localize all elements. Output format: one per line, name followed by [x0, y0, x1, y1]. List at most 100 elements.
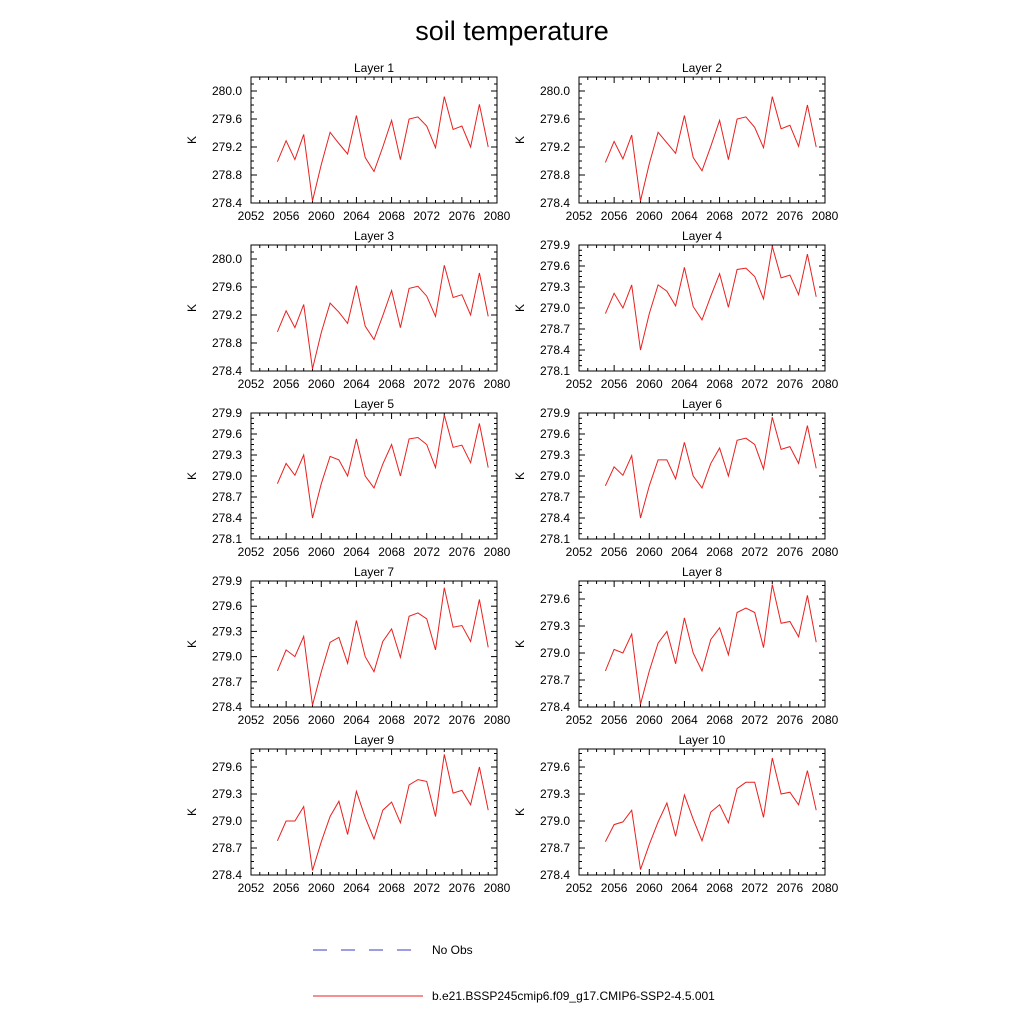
panel-title: Layer 4	[682, 229, 722, 243]
y-tick-label: 278.7	[212, 841, 242, 855]
x-tick-label: 2064	[343, 209, 370, 223]
x-tick-label: 2072	[413, 209, 440, 223]
panel-layer-10: Layer 10 K 2052 2056 2060 2064 2068 2072 2076 208…	[513, 733, 839, 895]
x-tick-label: 2052	[238, 713, 265, 727]
y-tick-label: 278.4	[212, 700, 242, 714]
y-tick-label: 279.6	[212, 599, 242, 613]
series-line-layer-8	[604, 584, 817, 705]
x-tick-label: 2060	[636, 545, 663, 559]
y-tick-label: 279.6	[540, 427, 570, 441]
x-tick-label: 2068	[706, 881, 733, 895]
y-tick-label: 278.7	[540, 673, 570, 687]
series-line-layer-5	[276, 414, 489, 519]
y-axis-label: K	[185, 472, 199, 480]
panel-title: Layer 8	[682, 565, 722, 579]
y-tick-label: 279.3	[540, 787, 570, 801]
y-tick-label: 279.6	[212, 112, 242, 126]
x-tick-label: 2060	[308, 713, 335, 727]
y-axis-label: K	[185, 640, 199, 648]
panel-title: Layer 10	[679, 733, 726, 747]
y-axis-label: K	[185, 808, 199, 816]
x-tick-label: 2076	[449, 377, 476, 391]
y-tick-label: 278.4	[212, 196, 242, 210]
y-tick-label: 279.0	[212, 814, 242, 828]
y-tick-label: 280.0	[540, 84, 570, 98]
panel-layer-3: Layer 3 K 2052 2056 2060 2064 2068 2072 2076 2080…	[185, 229, 511, 391]
x-tick-label: 2072	[741, 545, 768, 559]
y-tick-label: 280.0	[212, 252, 242, 266]
y-axis-label: K	[513, 808, 527, 816]
series-line-layer-6	[604, 417, 817, 519]
x-tick-label: 2052	[566, 881, 593, 895]
x-tick-label: 2076	[449, 713, 476, 727]
legend-label-no-obs: No Obs	[432, 943, 473, 957]
y-tick-label: 278.4	[212, 511, 242, 525]
series-line-layer-7	[276, 587, 489, 706]
y-tick-label: 279.6	[212, 760, 242, 774]
y-tick-label: 279.9	[212, 574, 242, 588]
x-tick-label: 2056	[601, 209, 628, 223]
y-tick-label: 279.2	[212, 140, 242, 154]
x-tick-label: 2068	[706, 545, 733, 559]
x-tick-label: 2080	[484, 377, 511, 391]
y-tick-label: 278.4	[540, 700, 570, 714]
x-tick-label: 2072	[741, 713, 768, 727]
y-tick-label: 279.9	[212, 406, 242, 420]
y-tick-label: 279.2	[540, 140, 570, 154]
y-tick-label: 279.6	[540, 259, 570, 273]
x-tick-label: 2072	[741, 209, 768, 223]
x-tick-label: 2068	[378, 545, 405, 559]
y-tick-label: 278.4	[540, 868, 570, 882]
x-tick-label: 2052	[238, 881, 265, 895]
x-tick-label: 2080	[484, 545, 511, 559]
y-tick-label: 279.6	[540, 592, 570, 606]
y-tick-label: 279.2	[212, 308, 242, 322]
y-tick-label: 279.0	[212, 650, 242, 664]
y-axis-label: K	[185, 136, 199, 144]
x-tick-label: 2056	[273, 545, 300, 559]
x-tick-label: 2068	[706, 713, 733, 727]
x-tick-label: 2056	[273, 377, 300, 391]
x-tick-label: 2072	[413, 881, 440, 895]
y-tick-label: 279.0	[540, 301, 570, 315]
x-tick-label: 2060	[636, 713, 663, 727]
x-tick-label: 2080	[484, 209, 511, 223]
x-tick-label: 2076	[777, 881, 804, 895]
x-tick-label: 2068	[378, 881, 405, 895]
x-tick-label: 2060	[636, 377, 663, 391]
y-tick-label: 279.0	[540, 469, 570, 483]
panel-title: Layer 6	[682, 397, 722, 411]
x-tick-label: 2080	[812, 713, 839, 727]
x-tick-label: 2080	[812, 377, 839, 391]
x-tick-label: 2076	[777, 209, 804, 223]
x-tick-label: 2060	[636, 881, 663, 895]
x-tick-label: 2068	[706, 209, 733, 223]
panel-title: Layer 3	[354, 229, 394, 243]
x-tick-label: 2056	[273, 209, 300, 223]
panel-layer-2: Layer 2 K 2052 2056 2060 2064 2068 2072 2076 2080…	[513, 61, 839, 223]
x-tick-label: 2072	[741, 881, 768, 895]
y-tick-label: 279.6	[212, 427, 242, 441]
plot-frame	[578, 244, 826, 372]
y-tick-label: 279.6	[212, 280, 242, 294]
plot-frame	[250, 76, 498, 204]
panels-group: Layer 1 K 2052 2056 2060 2064 2068 2072 2076 2080…	[185, 61, 839, 895]
plot-frame	[578, 748, 826, 876]
x-tick-label: 2064	[671, 377, 698, 391]
y-tick-label: 279.0	[540, 814, 570, 828]
x-tick-label: 2080	[484, 713, 511, 727]
x-tick-label: 2068	[378, 713, 405, 727]
x-tick-label: 2080	[812, 209, 839, 223]
x-tick-label: 2068	[378, 209, 405, 223]
y-tick-label: 279.0	[212, 469, 242, 483]
x-tick-label: 2076	[777, 713, 804, 727]
plot-frame	[250, 580, 498, 708]
y-tick-label: 279.6	[540, 760, 570, 774]
y-tick-label: 278.1	[212, 532, 242, 546]
y-axis-label: K	[513, 640, 527, 648]
x-tick-label: 2068	[706, 377, 733, 391]
x-tick-label: 2056	[601, 713, 628, 727]
x-tick-label: 2072	[413, 545, 440, 559]
